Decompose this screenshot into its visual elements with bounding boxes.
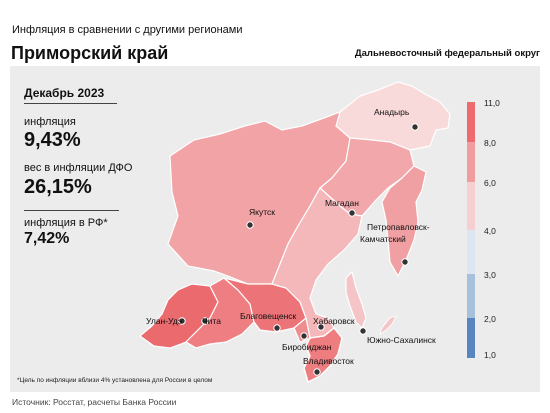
city-label-vladivostok: Владивосток — [303, 356, 354, 366]
city-label-chita: Чита — [202, 316, 221, 326]
region-sakhalin — [345, 270, 367, 330]
legend-tick-0: 11,0 — [484, 98, 500, 108]
legend-seg-3-2 — [467, 274, 475, 318]
city-dot-yuzhno-sakhalinsk — [359, 327, 367, 335]
stats-date: Декабрь 2023 — [24, 86, 105, 100]
legend-tick-4: 3,0 — [484, 270, 496, 280]
district-map — [139, 81, 475, 384]
legend-tick-1: 8,0 — [484, 138, 496, 148]
district-title: Дальневосточный федеральный округ — [354, 48, 540, 59]
city-dot-yakutsk — [246, 221, 254, 229]
date-underline — [24, 103, 117, 104]
source-note: Источник: Росстат, расчеты Банка России — [12, 397, 177, 407]
legend-tick-6: 1,0 — [484, 350, 496, 360]
map-panel: Декабрь 2023 инфляция 9,43% вес в инфляц… — [10, 66, 540, 392]
city-dot-chita — [201, 317, 209, 325]
city-dot-ulan-ude — [178, 317, 186, 325]
city-dot-birobidzhan — [300, 332, 308, 340]
weight-label: вес в инфляции ДФО — [24, 162, 133, 174]
weight-value: 26,15% — [24, 176, 92, 198]
city-dot-magadan — [348, 209, 356, 217]
inflation-label: инфляция — [24, 116, 76, 128]
city-label-khabarovsk: Хабаровск — [313, 316, 355, 326]
region-magadan — [319, 137, 415, 217]
legend-tick-3: 4,0 — [484, 226, 496, 236]
legend-seg-6-4 — [467, 182, 475, 230]
city-label-ulan-ude: Улан-Удэ — [146, 316, 183, 326]
chart-title: Инфляция в сравнении с другими регионами — [12, 24, 243, 36]
legend-seg-8-6 — [467, 142, 475, 182]
region-primorsky — [303, 327, 343, 384]
legend-seg-11-8 — [467, 102, 475, 142]
city-dot-petropavlovsk — [401, 258, 409, 266]
rf-divider — [24, 210, 119, 211]
rf-inflation-value: 7,42% — [24, 230, 70, 247]
city-dot-vladivostok — [313, 368, 321, 376]
footnote: *Цель по инфляции вблизи 4% установлена … — [17, 377, 213, 384]
city-markers — [178, 123, 419, 376]
rf-inflation-label: инфляция в РФ* — [24, 217, 108, 229]
city-label-yakutsk: Якутск — [249, 207, 275, 217]
city-label-anadyr: Анадырь — [374, 107, 410, 117]
legend-colorbar — [467, 102, 475, 358]
city-label-birobidzhan: Биробиджан — [282, 342, 332, 352]
legend-seg-4-3 — [467, 230, 475, 274]
city-label-blagoveshchensk: Благовещенск — [240, 311, 297, 321]
city-label-petropavlovsk-1: Петропавловск- — [367, 222, 430, 232]
legend-seg-2-1 — [467, 318, 475, 358]
city-dot-khabarovsk — [317, 323, 325, 331]
region-kurils — [379, 315, 397, 335]
region-title: Приморский край — [11, 43, 169, 63]
inflation-value: 9,43% — [24, 129, 81, 151]
city-label-petropavlovsk-2: Камчатский — [360, 234, 406, 244]
legend-tick-5: 2,0 — [484, 314, 496, 324]
city-label-yuzhno-sakhalinsk: Южно-Сахалинск — [367, 335, 436, 345]
city-label-magadan: Магадан — [325, 198, 359, 208]
city-dot-anadyr — [411, 123, 419, 131]
legend-tick-2: 6,0 — [484, 178, 496, 188]
city-dot-blagoveshchensk — [273, 324, 281, 332]
